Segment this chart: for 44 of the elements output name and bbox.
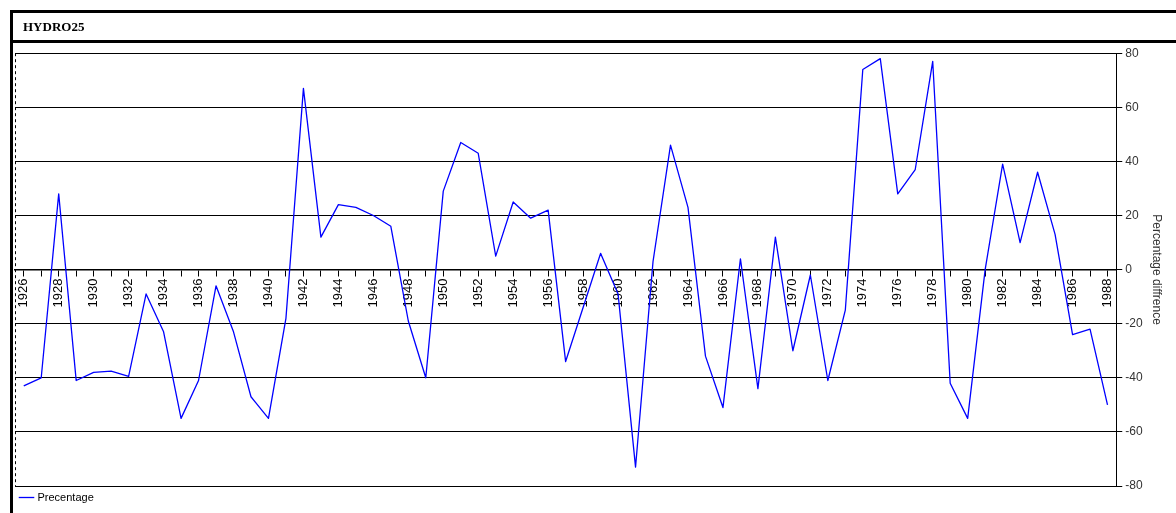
x-tick-label: 1932 (120, 278, 136, 308)
x-tick-label: 1936 (190, 278, 206, 308)
y-tick-label: -40 (1125, 370, 1143, 385)
y-axis-title: Percentage diffrence (1150, 214, 1165, 326)
x-tick-label: 1978 (924, 278, 940, 308)
chart-title: HYDRO25 (13, 13, 1176, 43)
x-tick-label: 1970 (784, 278, 800, 308)
x-tick-label: 1968 (749, 278, 765, 308)
y-tick-label: 80 (1125, 45, 1139, 60)
x-tick-label: 1960 (609, 278, 625, 308)
x-tick-label: 1982 (994, 278, 1010, 308)
x-tick-label: 1942 (295, 278, 310, 308)
x-tick-label: 1928 (50, 278, 66, 308)
x-tick-label: 1984 (1029, 278, 1045, 308)
x-tick-label: 1938 (225, 278, 241, 308)
y-tick-label: -60 (1125, 424, 1143, 439)
x-tick-label: 1952 (469, 278, 485, 308)
x-tick-label: 1966 (714, 278, 730, 308)
x-tick-label: 1950 (434, 278, 450, 308)
y-tick-label: 0 (1125, 261, 1133, 276)
x-tick-label: 1944 (329, 278, 345, 308)
x-tick-label: 1962 (644, 278, 660, 308)
x-tick-label: 1948 (399, 278, 415, 308)
x-tick-label: 1954 (504, 278, 520, 308)
x-tick-label: 1930 (85, 278, 101, 308)
x-tick-label: 1964 (679, 278, 695, 308)
x-tick-label: 1976 (889, 278, 905, 308)
x-tick-label: 1934 (155, 278, 171, 308)
x-tick-label: 1926 (15, 278, 31, 308)
x-tick-label: 1980 (959, 278, 975, 308)
x-tick-label: 1972 (819, 278, 835, 308)
x-tick-label: 1946 (364, 278, 380, 308)
y-tick-label: 60 (1125, 99, 1139, 114)
x-tick-label: 1974 (854, 278, 870, 308)
legend-label: Precentage (37, 490, 94, 503)
x-tick-label: 1956 (539, 278, 555, 308)
x-tick-label: 1958 (574, 278, 590, 308)
x-tick-label: 1986 (1064, 278, 1080, 308)
x-tick-label: 1940 (260, 278, 276, 308)
y-tick-label: 20 (1125, 207, 1139, 222)
y-tick-label: 40 (1125, 153, 1139, 168)
y-tick-label: -20 (1125, 316, 1143, 331)
y-tick-label: -80 (1125, 478, 1143, 493)
x-tick-label: 1988 (1099, 278, 1115, 308)
